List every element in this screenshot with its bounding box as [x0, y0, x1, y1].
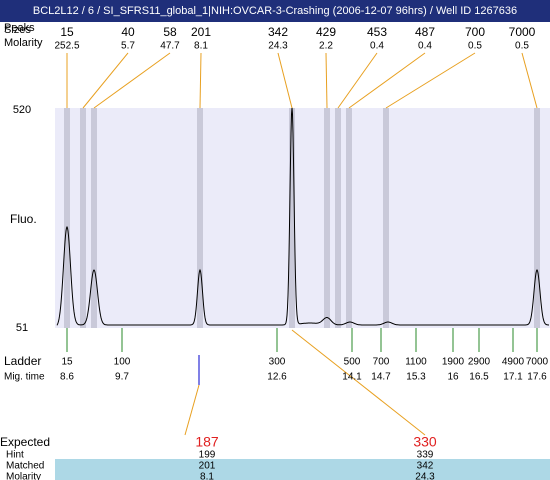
- peak-size: 429: [316, 25, 336, 39]
- peak-connector: [277, 52, 293, 109]
- ladder-size: 300: [269, 357, 286, 368]
- matched-band: [55, 459, 550, 480]
- ladder-time: 14.1: [342, 372, 362, 383]
- peak-band: [91, 108, 97, 328]
- peak-connector: [385, 52, 476, 109]
- matched-value: 342: [417, 461, 434, 472]
- peak-connector: [82, 52, 129, 109]
- peak-connector: [325, 52, 328, 109]
- peak-size: 342: [268, 25, 288, 39]
- peak-connector: [521, 52, 538, 109]
- peak-size: 40: [121, 25, 135, 39]
- peak-band: [335, 108, 341, 328]
- ladder-size: 700: [373, 357, 390, 368]
- mig-time-label: Mig. time: [4, 372, 45, 383]
- peak-band: [534, 108, 540, 328]
- peak-molarity: 24.3: [268, 41, 288, 52]
- ladder-size: 1900: [442, 357, 465, 368]
- y-bottom: 51: [16, 322, 28, 334]
- peak-molarity: 252.5: [54, 41, 79, 52]
- ladder-time: 16: [447, 372, 459, 383]
- y-top: 520: [13, 104, 31, 116]
- peak-size: 15: [60, 25, 74, 39]
- matched-molarity: 8.1: [200, 472, 214, 480]
- ladder-time: 14.7: [371, 372, 391, 383]
- expected-value: 187: [195, 434, 219, 450]
- ladder-time: 15.3: [406, 372, 426, 383]
- y-label: Fluo.: [10, 212, 37, 226]
- peak-connector: [348, 52, 426, 109]
- peak-molarity: 0.5: [515, 41, 529, 52]
- ladder-time: 17.6: [527, 372, 547, 383]
- peak-connector: [337, 52, 378, 109]
- peak-band: [197, 108, 203, 328]
- peak-molarity: 0.4: [418, 41, 432, 52]
- ladder-size: 1100: [405, 357, 427, 368]
- peak-molarity: 8.1: [194, 41, 208, 52]
- peak-connector: [93, 52, 171, 109]
- ladder-size: 4900: [502, 357, 525, 368]
- peak-size: 201: [191, 25, 211, 39]
- peak-molarity: 0.4: [370, 41, 384, 52]
- peak-bands: [64, 108, 540, 328]
- peak-band: [289, 108, 295, 328]
- peak-band: [324, 108, 330, 328]
- ladder-time: 16.5: [469, 372, 489, 383]
- ladder-label: Ladder: [4, 354, 41, 368]
- peak-size: 7000: [509, 25, 536, 39]
- peak-band: [64, 108, 70, 328]
- ladder-time: 8.6: [60, 372, 74, 383]
- sizes-label: Sizes: [4, 24, 31, 36]
- peak-connector: [199, 52, 202, 109]
- ladder-size: 2900: [468, 357, 491, 368]
- ladder-size: 7000: [526, 357, 549, 368]
- expected-molarity-label: Molarity: [6, 472, 41, 480]
- peak-size: 453: [367, 25, 387, 39]
- peak-molarity: 2.2: [319, 41, 333, 52]
- ladder-size: 100: [114, 357, 131, 368]
- molarity-label: Molarity: [4, 37, 43, 49]
- peak-molarity: 5.7: [121, 41, 135, 52]
- ladder-time: 12.6: [267, 372, 287, 383]
- ladder-size: 500: [344, 357, 361, 368]
- matched-label: Matched: [6, 461, 44, 472]
- peak-band: [80, 108, 86, 328]
- ladder-size: 15: [61, 357, 73, 368]
- hint-value: 199: [199, 450, 216, 461]
- peak-size: 487: [415, 25, 435, 39]
- connector: [184, 384, 200, 436]
- hint-value: 339: [417, 450, 434, 461]
- title-bar: [0, 0, 550, 22]
- plot-area: [55, 108, 550, 328]
- ladder-time: 9.7: [115, 372, 129, 383]
- trace: [56, 107, 549, 326]
- matched-value: 201: [199, 461, 216, 472]
- matched-molarity: 24.3: [415, 472, 435, 480]
- peak-molarity: 47.7: [160, 41, 180, 52]
- peak-size: 700: [465, 25, 485, 39]
- peaks-label: Peaks: [4, 22, 35, 34]
- expected-value: 330: [413, 434, 437, 450]
- connector: [291, 329, 426, 436]
- hint-label: Hint: [6, 450, 24, 461]
- peak-band: [383, 108, 389, 328]
- expected-label: Expected: [0, 435, 50, 449]
- title: BCL2L12 / 6 / SI_SFRS11_global_1|NIH:OVC…: [33, 5, 517, 17]
- peak-band: [346, 108, 352, 328]
- peak-size: 58: [163, 25, 177, 39]
- peak-molarity: 0.5: [468, 41, 482, 52]
- ladder-time: 17.1: [503, 372, 523, 383]
